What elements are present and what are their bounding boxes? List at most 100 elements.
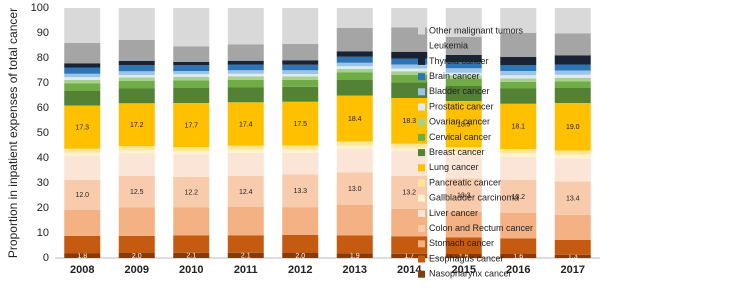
bar-segment	[282, 8, 319, 44]
bar-segment	[336, 72, 373, 80]
x-tick-label: 2011	[234, 264, 258, 276]
bar-segment	[500, 88, 537, 104]
bar-segment	[282, 86, 319, 102]
bar-segment	[118, 75, 155, 78]
bar-segment	[554, 8, 591, 34]
legend-swatch	[418, 225, 425, 233]
bar-segment	[173, 88, 210, 103]
x-tick-label: 2009	[125, 264, 149, 276]
value-label: 1.3	[568, 254, 578, 261]
bar-segment	[282, 149, 319, 153]
bar-segment	[118, 236, 155, 253]
value-label: 13.3	[293, 188, 307, 195]
bar-segment	[173, 46, 210, 62]
bar-segment	[391, 8, 428, 28]
bar-segment	[282, 43, 319, 61]
bar-segment	[173, 147, 210, 152]
bar-segment	[554, 70, 591, 75]
bar-segment	[336, 28, 373, 52]
bar-segment	[554, 74, 591, 78]
bar-segment	[445, 101, 482, 148]
bar-segment	[336, 8, 373, 28]
bar-segment	[227, 8, 264, 45]
x-tick-label: 2017	[561, 264, 585, 276]
bar-segment	[282, 76, 319, 80]
bar-segment	[64, 83, 101, 91]
legend-swatch	[418, 27, 425, 35]
bar-segment	[282, 64, 319, 71]
value-label: 12.5	[130, 189, 144, 196]
bar-segment	[554, 181, 591, 215]
bar-segment	[282, 235, 319, 253]
legend-label: Brain cancer	[429, 71, 480, 81]
bar-segment	[173, 177, 210, 208]
legend-label: Colon and Rectum cancer	[429, 223, 533, 233]
legend-label: Liver cancer	[429, 208, 478, 218]
legend-label: Bladder cancer	[429, 86, 490, 96]
bar-segment	[445, 155, 482, 179]
bar-segment	[554, 254, 591, 258]
bar-segment	[336, 235, 373, 254]
legend-swatch	[418, 270, 425, 278]
bar-segment	[118, 207, 155, 236]
value-label: 12.0	[75, 192, 89, 199]
bar-segment	[445, 86, 482, 101]
bar-segment	[64, 148, 101, 153]
bar-segment	[227, 70, 264, 74]
value-label: 19.0	[566, 124, 580, 131]
bar-segment	[500, 156, 537, 180]
y-tick-label: 20	[37, 202, 49, 214]
bar-segment	[336, 205, 373, 236]
bar-segment	[227, 102, 264, 146]
bar-segment	[64, 105, 101, 149]
bar-segment	[282, 253, 319, 258]
bar-segment	[554, 150, 591, 155]
bar-segment	[64, 43, 101, 64]
bar-segment	[391, 58, 428, 65]
x-tick-label: 2016	[506, 264, 530, 276]
legend-label: Lung cancer	[429, 162, 479, 172]
bar-segment	[227, 252, 264, 258]
bar-segment	[64, 236, 101, 254]
bar-segment	[227, 153, 264, 176]
bar-segment	[336, 253, 373, 258]
value-label: 1.9	[350, 253, 360, 260]
bar-segment	[118, 150, 155, 154]
bar-segment	[500, 180, 537, 213]
bar-segment	[336, 80, 373, 96]
bar-segment	[173, 207, 210, 236]
y-tick-label: 0	[43, 252, 49, 264]
bar-segment	[118, 65, 155, 72]
bar-segment	[336, 66, 373, 69]
bar-segment	[173, 62, 210, 66]
bar-segment	[554, 239, 591, 255]
bar-segment	[500, 81, 537, 89]
value-label: 17.3	[75, 124, 89, 131]
bar-segment	[554, 33, 591, 56]
bar-segment	[282, 60, 319, 65]
bar-segment	[64, 79, 101, 84]
bar-segment	[336, 145, 373, 149]
bar-segment	[227, 79, 264, 88]
y-tick-label: 10	[37, 227, 49, 239]
value-label: 1.7	[404, 253, 414, 260]
bar-segment	[118, 153, 155, 176]
bar-segment	[227, 87, 264, 103]
value-label: 17.5	[293, 121, 307, 128]
bar-segment	[173, 235, 210, 253]
bar-segment	[64, 73, 101, 78]
y-tick-label: 50	[37, 127, 49, 139]
value-label: 1.8	[77, 253, 87, 260]
bar-segment	[64, 179, 101, 210]
bar-segment	[445, 72, 482, 76]
legend-swatch	[418, 179, 425, 187]
legend-swatch	[418, 149, 425, 157]
legend-swatch	[418, 118, 425, 126]
bar-segment	[282, 79, 319, 87]
y-tick-label: 70	[37, 77, 49, 89]
bar-segment	[282, 145, 319, 150]
value-label: 18.4	[348, 116, 362, 123]
bar-segment	[282, 174, 319, 208]
value-label: 18.5	[457, 121, 471, 128]
legend-label: Prostatic cancer	[429, 101, 494, 111]
